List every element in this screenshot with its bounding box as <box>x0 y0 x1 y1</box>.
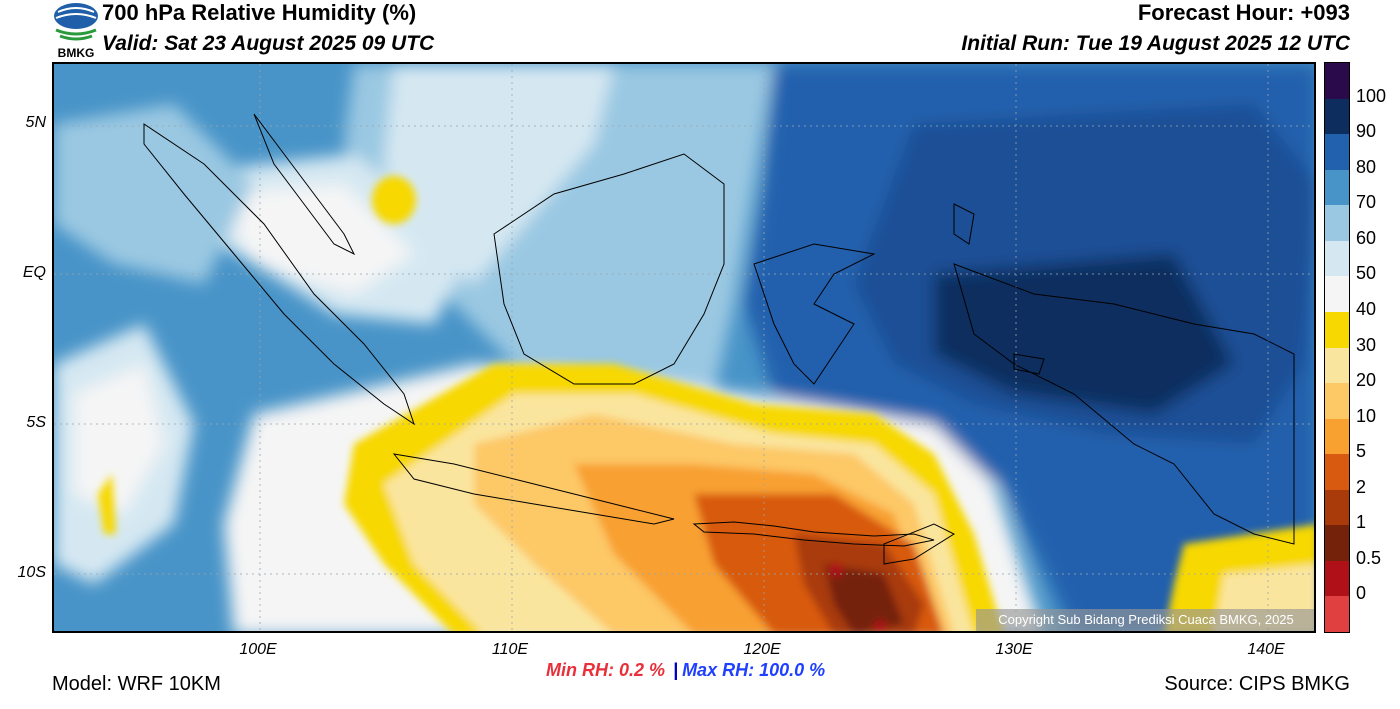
colorbar-label: 0.5 <box>1356 547 1382 568</box>
colorbar-segment <box>1325 418 1349 455</box>
min-rh: Min RH: 0.2 % <box>546 660 666 680</box>
colorbar-segment <box>1325 596 1349 632</box>
copyright-notice: Copyright Sub Bidang Prediksi Cuaca BMKG… <box>976 609 1314 631</box>
stats-separator: | <box>673 660 679 680</box>
colorbar-label: 50 <box>1356 263 1377 284</box>
bmkg-logo: BMKG <box>52 2 100 60</box>
colorbar-segment <box>1325 276 1349 312</box>
colorbar-label: 2 <box>1356 476 1367 497</box>
colorbar-label: 0 <box>1356 583 1367 604</box>
colorbar-segment <box>1325 98 1349 135</box>
colorbar-segment <box>1325 383 1349 419</box>
coastlines <box>143 113 1295 565</box>
colorbar-label: 80 <box>1356 156 1377 177</box>
colorbar-label: 1 <box>1356 512 1367 533</box>
lat-label-10s: 10S <box>17 564 46 581</box>
initial-run: Initial Run: Tue 19 August 2025 12 UTC <box>961 32 1350 55</box>
colorbar-label: 40 <box>1356 298 1377 319</box>
colorbar-segment <box>1325 169 1349 206</box>
colorbar-segment <box>1325 205 1349 241</box>
lat-label-5n: 5N <box>25 114 46 131</box>
source-label: Source: CIPS BMKG <box>1164 673 1350 695</box>
colorbar-segment <box>1325 134 1349 170</box>
colorbar-segment <box>1325 525 1349 561</box>
model-label: Model: WRF 10KM <box>52 673 221 695</box>
colorbar-segment <box>1325 311 1349 348</box>
lon-label-100e: 100E <box>239 641 277 658</box>
lon-label-120e: 120E <box>743 641 781 658</box>
svg-text:BMKG: BMKG <box>58 46 95 60</box>
colorbar-label: 20 <box>1356 370 1377 391</box>
colorbar-segment <box>1325 63 1349 99</box>
colorbar <box>1324 62 1350 633</box>
colorbar-label: 100 <box>1356 85 1387 106</box>
lon-label-130e: 130E <box>995 641 1033 658</box>
colorbar-segment <box>1325 454 1349 490</box>
colorbar-segment <box>1325 489 1349 526</box>
max-rh: Max RH: 100.0 % <box>682 660 826 680</box>
colorbar-segment <box>1325 347 1349 384</box>
lat-label-eq: EQ <box>22 264 46 281</box>
forecast-hour: Forecast Hour: +093 <box>1137 0 1350 25</box>
colorbar-label: 30 <box>1356 334 1377 355</box>
rh-stats: Min RH: 0.2 % | Max RH: 100.0 % <box>546 660 825 681</box>
lon-label-110e: 110E <box>491 641 529 658</box>
colorbar-label: 90 <box>1356 121 1377 142</box>
colorbar-label: 60 <box>1356 227 1377 248</box>
lat-label-5s: 5S <box>26 414 46 431</box>
humidity-field <box>54 64 1314 631</box>
humidity-map: Copyright Sub Bidang Prediksi Cuaca BMKG… <box>52 62 1316 633</box>
lon-label-140e: 140E <box>1247 641 1285 658</box>
colorbar-segment <box>1325 240 1349 277</box>
colorbar-label: 5 <box>1356 441 1367 462</box>
colorbar-label: 10 <box>1356 405 1377 426</box>
colorbar-label: 70 <box>1356 192 1377 213</box>
colorbar-segment <box>1325 560 1349 597</box>
valid-time: Valid: Sat 23 August 2025 09 UTC <box>102 32 435 55</box>
map-title: 700 hPa Relative Humidity (%) <box>102 0 417 25</box>
